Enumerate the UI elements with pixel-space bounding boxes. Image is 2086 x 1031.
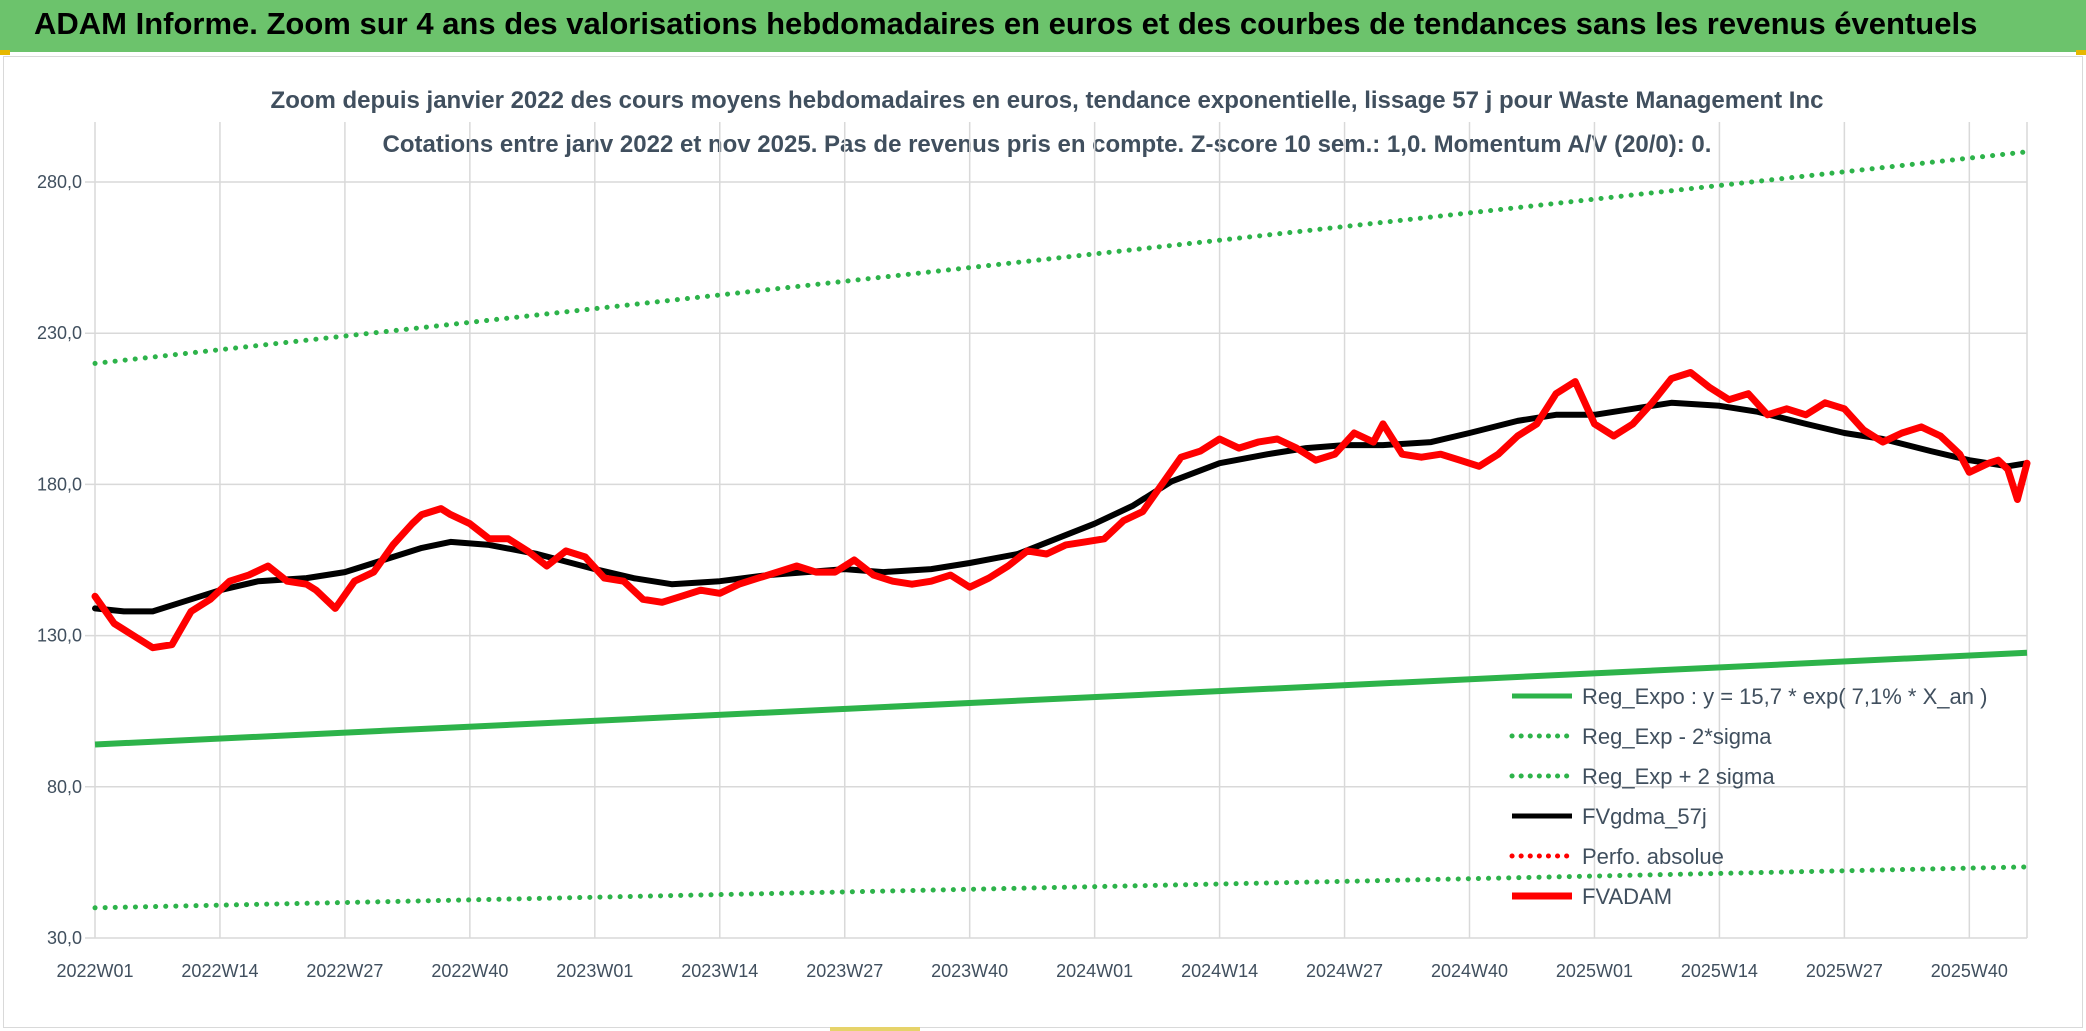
series-line-5: [91, 369, 2031, 652]
x-tick-label: 2025W40: [1931, 961, 2008, 981]
x-axis-ticks: 2022W01 2022W14 2022W27 2022W40 2023W01 2023W…: [56, 961, 2007, 981]
y-tick-label: 130,0: [37, 626, 82, 646]
chart-subtitle: Cotations entre janv 2022 et nov 2025. P…: [383, 131, 1712, 158]
x-tick-label: 2025W27: [1806, 961, 1883, 981]
x-tick-label: 2023W01: [556, 961, 633, 981]
legend-label: Reg_Expo : y = 15,7 * exp( 7,1% * X_an ): [1582, 684, 1987, 709]
legend-label: Reg_Exp + 2 sigma: [1582, 764, 1775, 789]
x-tick-label: 2023W40: [931, 961, 1008, 981]
legend-label: Perfo. absolue: [1582, 844, 1724, 869]
header-banner: ADAM Informe. Zoom sur 4 ans des valoris…: [0, 0, 2086, 52]
report-title: ADAM Informe. Zoom sur 4 ans des valoris…: [34, 6, 1978, 41]
chart-legend: Reg_Expo : y = 15,7 * exp( 7,1% * X_an )…: [1509, 684, 1987, 909]
banner-accent-right: [2076, 50, 2086, 55]
bottom-accent: [830, 1027, 920, 1031]
legend-label: FVADAM: [1582, 884, 1672, 909]
y-tick-label: 80,0: [47, 777, 82, 797]
x-tick-label: 2024W14: [1181, 961, 1258, 981]
chart-frame: [3, 56, 2083, 1028]
y-tick-label: 230,0: [37, 323, 82, 343]
x-tick-label: 2024W40: [1431, 961, 1508, 981]
series-line-2: [92, 149, 2030, 366]
series-line-0: [94, 649, 2028, 748]
y-axis-ticks: 30,0 80,0 130,0 180,0 230,0 280,0: [37, 172, 82, 948]
series-group: [91, 149, 2031, 911]
y-tick-label: 180,0: [37, 474, 82, 494]
x-tick-label: 2022W14: [181, 961, 258, 981]
grid-lines: [85, 122, 2028, 939]
x-tick-label: 2022W01: [56, 961, 133, 981]
banner-accent-left: [0, 50, 10, 55]
legend-label: FVgdma_57j: [1582, 804, 1707, 829]
series-line-1: [92, 864, 2030, 911]
x-tick-label: 2022W27: [306, 961, 383, 981]
x-tick-label: 2023W27: [806, 961, 883, 981]
x-tick-label: 2025W14: [1681, 961, 1758, 981]
x-tick-label: 2025W01: [1556, 961, 1633, 981]
x-tick-label: 2024W01: [1056, 961, 1133, 981]
x-tick-label: 2023W14: [681, 961, 758, 981]
series-line-3: [92, 399, 2030, 615]
chart-title: Zoom depuis janvier 2022 des cours moyen…: [271, 87, 1824, 114]
y-tick-label: 280,0: [37, 172, 82, 192]
x-tick-label: 2024W27: [1306, 961, 1383, 981]
x-tick-label: 2022W40: [431, 961, 508, 981]
legend-label: Reg_Exp - 2*sigma: [1582, 724, 1772, 749]
y-tick-label: 30,0: [47, 928, 82, 948]
